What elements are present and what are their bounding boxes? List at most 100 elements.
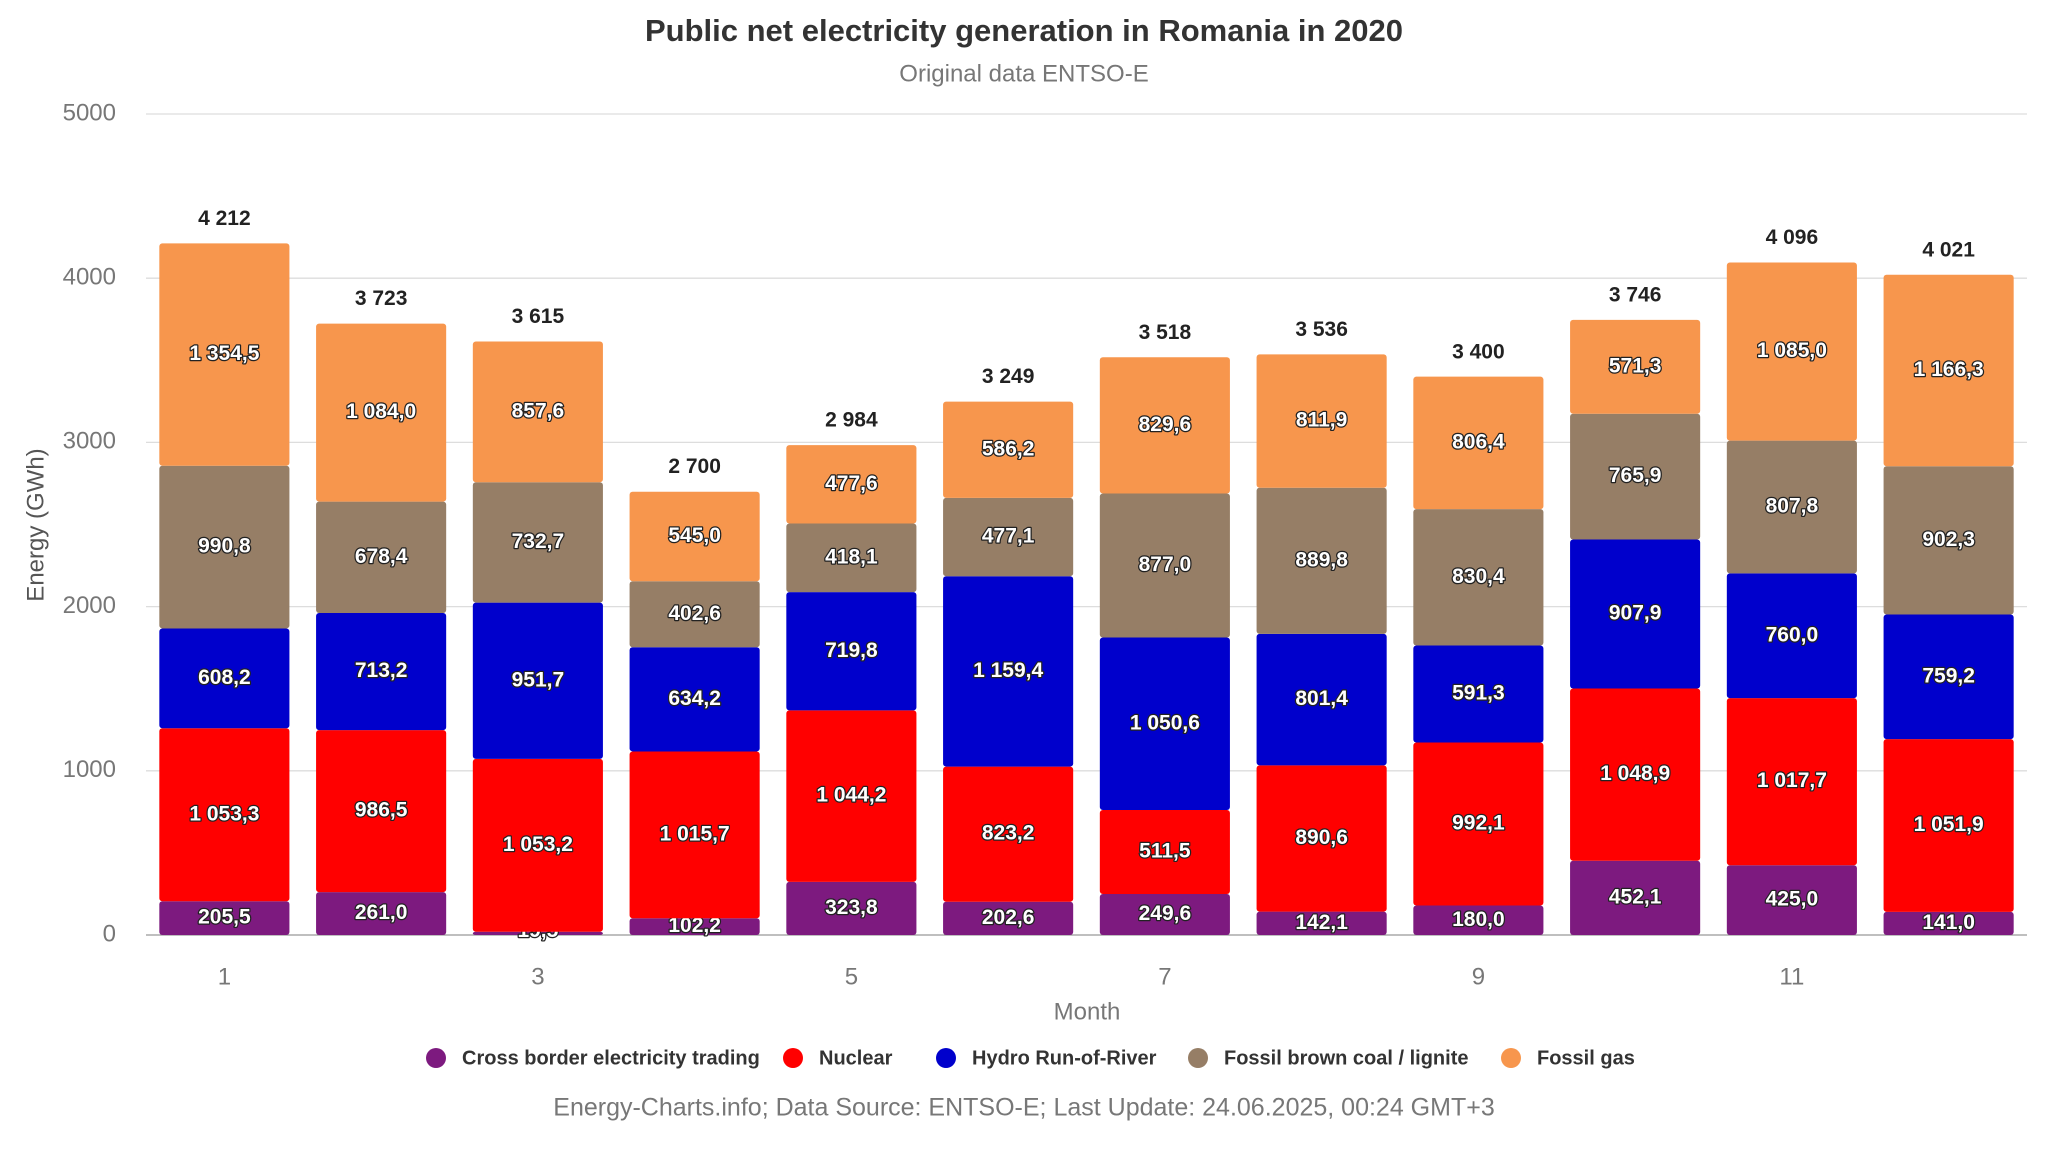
bar-segment (1726, 865, 1857, 935)
bar-segment (472, 602, 603, 759)
value-label: 608,2 (198, 666, 251, 689)
x-tick-label: 5 (845, 963, 858, 990)
bar-segment (786, 881, 917, 935)
bar-segment (786, 592, 917, 711)
value-label: 992,1 (1452, 812, 1505, 835)
bar-segment (1413, 905, 1544, 935)
bar-segment (1570, 319, 1701, 414)
bar-segment (1099, 637, 1230, 811)
value-label: 1 051,9 (1914, 813, 1984, 836)
bar-segment (1099, 493, 1230, 638)
legend-marker[interactable] (1501, 1048, 1521, 1068)
bar-segment (316, 323, 447, 502)
value-label: 477,1 (982, 525, 1035, 548)
bar-segment (472, 341, 603, 483)
value-label: 986,5 (355, 799, 408, 822)
footer: Energy-Charts.info; Data Source: ENTSO-E… (553, 1094, 1494, 1122)
x-axis-title: Month (1054, 998, 1121, 1025)
bar-segment (629, 491, 760, 582)
value-label: 1 053,3 (189, 802, 259, 825)
value-label: 713,2 (355, 659, 408, 682)
value-label: 801,4 (1295, 687, 1348, 710)
bar-segment (943, 497, 1074, 577)
legend-label[interactable]: Cross border electricity trading (462, 1047, 760, 1069)
legend-label[interactable]: Hydro Run-of-River (972, 1047, 1157, 1069)
bar-segment (1413, 645, 1544, 743)
value-label: 571,3 (1609, 354, 1662, 377)
bar-segment (1256, 765, 1387, 912)
value-label: 760,0 (1766, 623, 1819, 646)
total-label: 3 400 (1452, 340, 1505, 363)
value-label: 586,2 (982, 437, 1035, 460)
legend-label[interactable]: Fossil brown coal / lignite (1224, 1047, 1468, 1069)
bar-segment (159, 901, 290, 935)
value-label: 323,8 (825, 896, 878, 919)
legend-marker[interactable] (936, 1048, 956, 1068)
bar-segment (943, 401, 1074, 498)
value-label: 890,6 (1295, 826, 1348, 849)
bar-segment (1883, 274, 2014, 467)
bar-segment (1256, 354, 1387, 488)
y-tick-label: 5000 (63, 99, 116, 126)
bar-segment (1099, 810, 1230, 895)
legend-marker[interactable] (426, 1048, 446, 1068)
bar-segment (1726, 573, 1857, 699)
value-label: 719,8 (825, 639, 878, 662)
bar-segment (472, 758, 603, 932)
bar-segment (629, 581, 760, 648)
value-label: 418,1 (825, 545, 878, 568)
bar-segment (1099, 894, 1230, 935)
value-label: 806,4 (1452, 430, 1505, 453)
value-label: 402,6 (668, 602, 721, 625)
bar-segment (1726, 262, 1857, 441)
bar-segment (316, 613, 447, 731)
value-label: 765,9 (1609, 464, 1662, 487)
value-label: 823,2 (982, 822, 1035, 845)
value-label: 141,0 (1922, 911, 1975, 934)
legend-label[interactable]: Nuclear (819, 1047, 893, 1069)
value-label: 202,6 (982, 906, 1035, 929)
value-label: 249,6 (1139, 902, 1192, 925)
total-label: 3 518 (1139, 321, 1192, 344)
value-label: 1 048,9 (1600, 762, 1670, 785)
value-label: 829,6 (1139, 413, 1192, 436)
bar-segment (1726, 440, 1857, 574)
value-label: 990,8 (198, 535, 251, 558)
bar-segment (1883, 466, 2014, 615)
legend-label[interactable]: Fossil gas (1537, 1047, 1635, 1069)
chart-subtitle: Original data ENTSO-E (899, 60, 1148, 87)
bar-segment (1413, 742, 1544, 906)
x-tick-label: 3 (531, 963, 544, 990)
value-label: 180,0 (1452, 908, 1505, 931)
value-label: 511,5 (1139, 840, 1191, 863)
value-label: 1 159,4 (973, 659, 1043, 682)
value-label: 205,5 (198, 906, 251, 929)
x-tick-label: 7 (1158, 963, 1171, 990)
x-tick-label: 11 (1779, 963, 1804, 990)
bar-segment (1413, 509, 1544, 646)
value-label: 811,9 (1296, 409, 1347, 432)
total-label: 3 723 (355, 287, 408, 310)
bar-segment (943, 576, 1074, 767)
bar-segment (629, 647, 760, 752)
y-tick-label: 0 (103, 920, 116, 947)
value-label: 678,4 (355, 545, 408, 568)
value-label: 1 354,5 (189, 342, 259, 365)
value-label: 857,6 (512, 399, 565, 422)
bar-segment (159, 465, 290, 629)
legend-marker[interactable] (1188, 1048, 1208, 1068)
chart-title: Public net electricity generation in Rom… (645, 13, 1403, 48)
legend-marker[interactable] (783, 1048, 803, 1068)
bar-segment (1256, 633, 1387, 766)
total-label: 4 212 (198, 207, 251, 230)
y-tick-label: 3000 (63, 428, 116, 455)
value-label: 1 044,2 (816, 784, 886, 807)
value-label: 902,3 (1922, 528, 1975, 551)
bar-segment (629, 918, 760, 935)
value-label: 477,6 (825, 472, 878, 495)
value-label: 1 084,0 (346, 400, 416, 423)
bar-segment (1256, 911, 1387, 935)
bar-segment (1413, 376, 1544, 510)
value-label: 807,8 (1766, 495, 1819, 518)
